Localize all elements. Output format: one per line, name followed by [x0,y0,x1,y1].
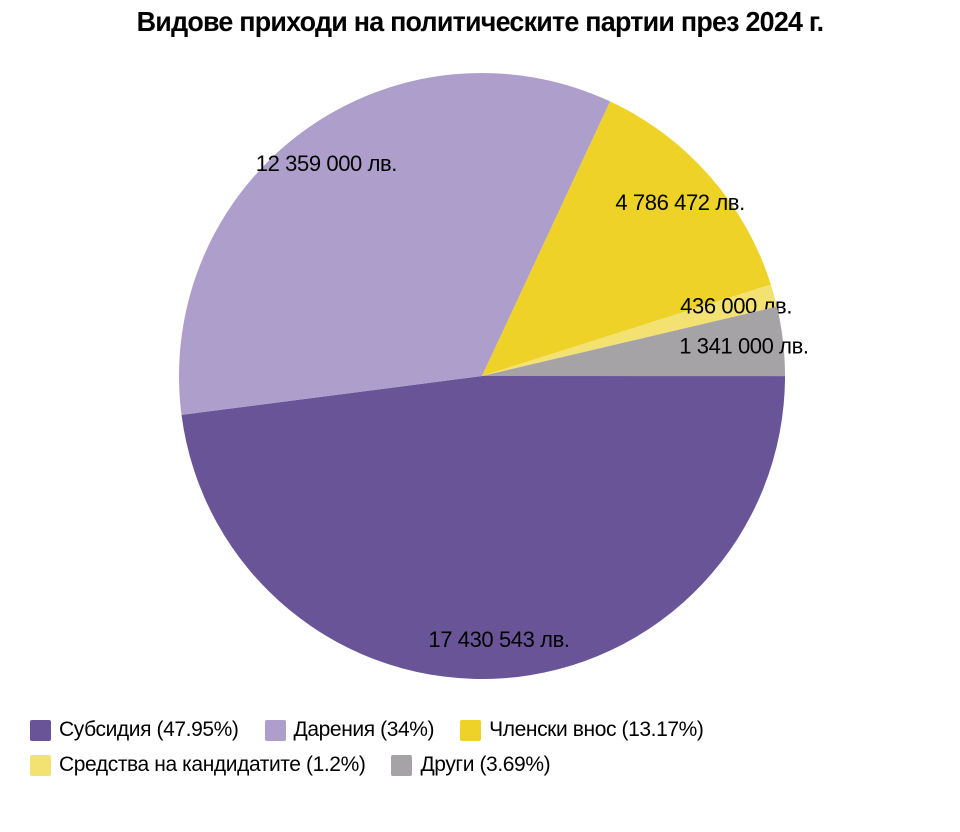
legend-item-label: Субсидия (47.95%) [59,718,239,741]
legend-item: Субсидия (47.95%) [30,718,239,742]
pie-slice [181,376,785,679]
chart-legend: Субсидия (47.95%) Дарения (34%) Членски вн… [30,718,936,777]
legend-item-label: Средства на кандидатите (1.2%) [59,753,366,776]
legend-swatch [264,719,286,741]
legend-item: Други (3.69%) [391,753,551,777]
legend-swatch [30,754,51,776]
legend-item: Средства на кандидатите (1.2%) [30,753,366,777]
legend-item-label: Членски внос (13.17%) [489,718,704,741]
legend-item: Членски внос (13.17%) [460,718,704,742]
pie-chart: 17 430 543 лв. 12 359 000 лв. 4 786 472 лв… [178,72,809,679]
pie-slice [482,284,777,376]
pie-slice [482,101,771,377]
slice-value-label: 12 359 000 лв. [256,151,397,176]
legend-item: Дарения (34%) [264,718,435,742]
slice-value-label: 17 430 543 лв. [428,627,569,652]
slice-value-label: 4 786 472 лв. [615,190,744,215]
legend-swatch [391,754,413,776]
pie-slice [482,306,786,377]
legend-swatch [30,719,51,741]
pie-slice [178,72,611,415]
slice-value-label: 1 341 000 лв. [679,333,808,358]
legend-item-label: Дарения (34%) [293,718,435,741]
legend-swatch [460,719,482,741]
legend-item-label: Други (3.69%) [420,753,551,776]
chart-title: Видове приходи на политическите партии п… [136,6,824,37]
